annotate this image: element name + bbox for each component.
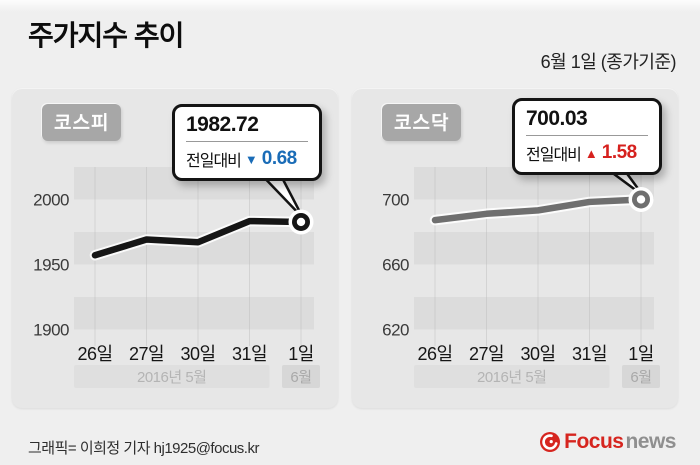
callout-divider (526, 135, 648, 137)
x-tick-label: 27일 (469, 344, 504, 364)
x-tick-label: 26일 (77, 344, 112, 364)
grid-band (74, 297, 314, 330)
kosdaq-change-value: 1.58 (601, 142, 637, 164)
kospi-callout: 1982.72 전일대비 ▼ 0.68 (172, 104, 322, 182)
endpoint-marker-core (296, 217, 306, 227)
up-triangle-icon: ▲ (584, 145, 598, 161)
month-group-bar (282, 365, 320, 388)
top-highlight-strip (0, 0, 700, 12)
month-group-label: 6월 (290, 369, 311, 386)
series-line (431, 196, 645, 224)
x-tick-label: 30일 (180, 344, 215, 364)
page-title: 주가지수 추이 (28, 20, 184, 51)
y-tick-label: 1900 (33, 321, 69, 340)
change-label: 전일대비 (186, 153, 242, 171)
month-group-bar (622, 365, 660, 388)
series-line (91, 217, 305, 259)
month-group-bar (74, 365, 270, 388)
endpoint-marker-core (636, 195, 646, 204)
logo-suffix-text: news (625, 430, 676, 453)
y-tick-label: 1950 (33, 256, 69, 275)
month-group-label: 6월 (630, 369, 651, 386)
callout-divider (186, 141, 308, 143)
kosdaq-chart-card: 700 660 620 26일 27일 30일 31일 1일 2016년 5월 6월 코스닥 70… (352, 88, 678, 408)
y-tick-label: 620 (382, 321, 409, 340)
focus-swirl-icon (540, 432, 561, 452)
x-tick-label: 1일 (628, 344, 654, 364)
y-tick-label: 700 (382, 191, 409, 210)
grid-band (414, 232, 654, 265)
kospi-plot-svg: 2000 1950 1900 26일 27일 30일 31일 1일 2016년 5월 6월 (33, 166, 320, 388)
change-label: 전일대비 (526, 147, 582, 165)
x-tick-label: 31일 (232, 344, 267, 364)
x-tick-label: 31일 (572, 344, 607, 364)
x-tick-label: 1일 (288, 344, 314, 364)
kospi-change-value: 0.68 (261, 148, 297, 170)
kosdaq-badge: 코스닥 (382, 104, 462, 141)
kosdaq-close-value: 700.03 (526, 107, 588, 130)
y-tick-label: 660 (382, 256, 409, 275)
kospi-chart-card: 2000 1950 1900 26일 27일 30일 31일 1일 2016년 5월 6월 코스피… (12, 88, 338, 408)
y-tick-label: 2000 (33, 191, 69, 210)
logo-brand-text: Focus (564, 430, 624, 453)
graphics-credit: 그래픽= 이희정 기자 hj1925@focus.kr (28, 440, 259, 457)
x-tick-label: 26일 (417, 344, 452, 364)
grid-band (414, 297, 654, 330)
x-tick-label: 30일 (520, 344, 555, 364)
kospi-badge: 코스피 (42, 104, 122, 141)
kospi-close-value: 1982.72 (186, 113, 259, 136)
month-group-bar (414, 365, 610, 388)
down-triangle-icon: ▼ (244, 151, 258, 167)
date-note: 6월 1일 (종가기준) (540, 52, 677, 72)
kosdaq-callout: 700.03 전일대비 ▲ 1.58 (512, 98, 662, 176)
month-group-label: 2016년 5월 (477, 369, 546, 386)
focus-news-logo: Focus news (539, 430, 676, 454)
x-tick-label: 27일 (129, 344, 164, 364)
month-group-label: 2016년 5월 (137, 369, 206, 386)
